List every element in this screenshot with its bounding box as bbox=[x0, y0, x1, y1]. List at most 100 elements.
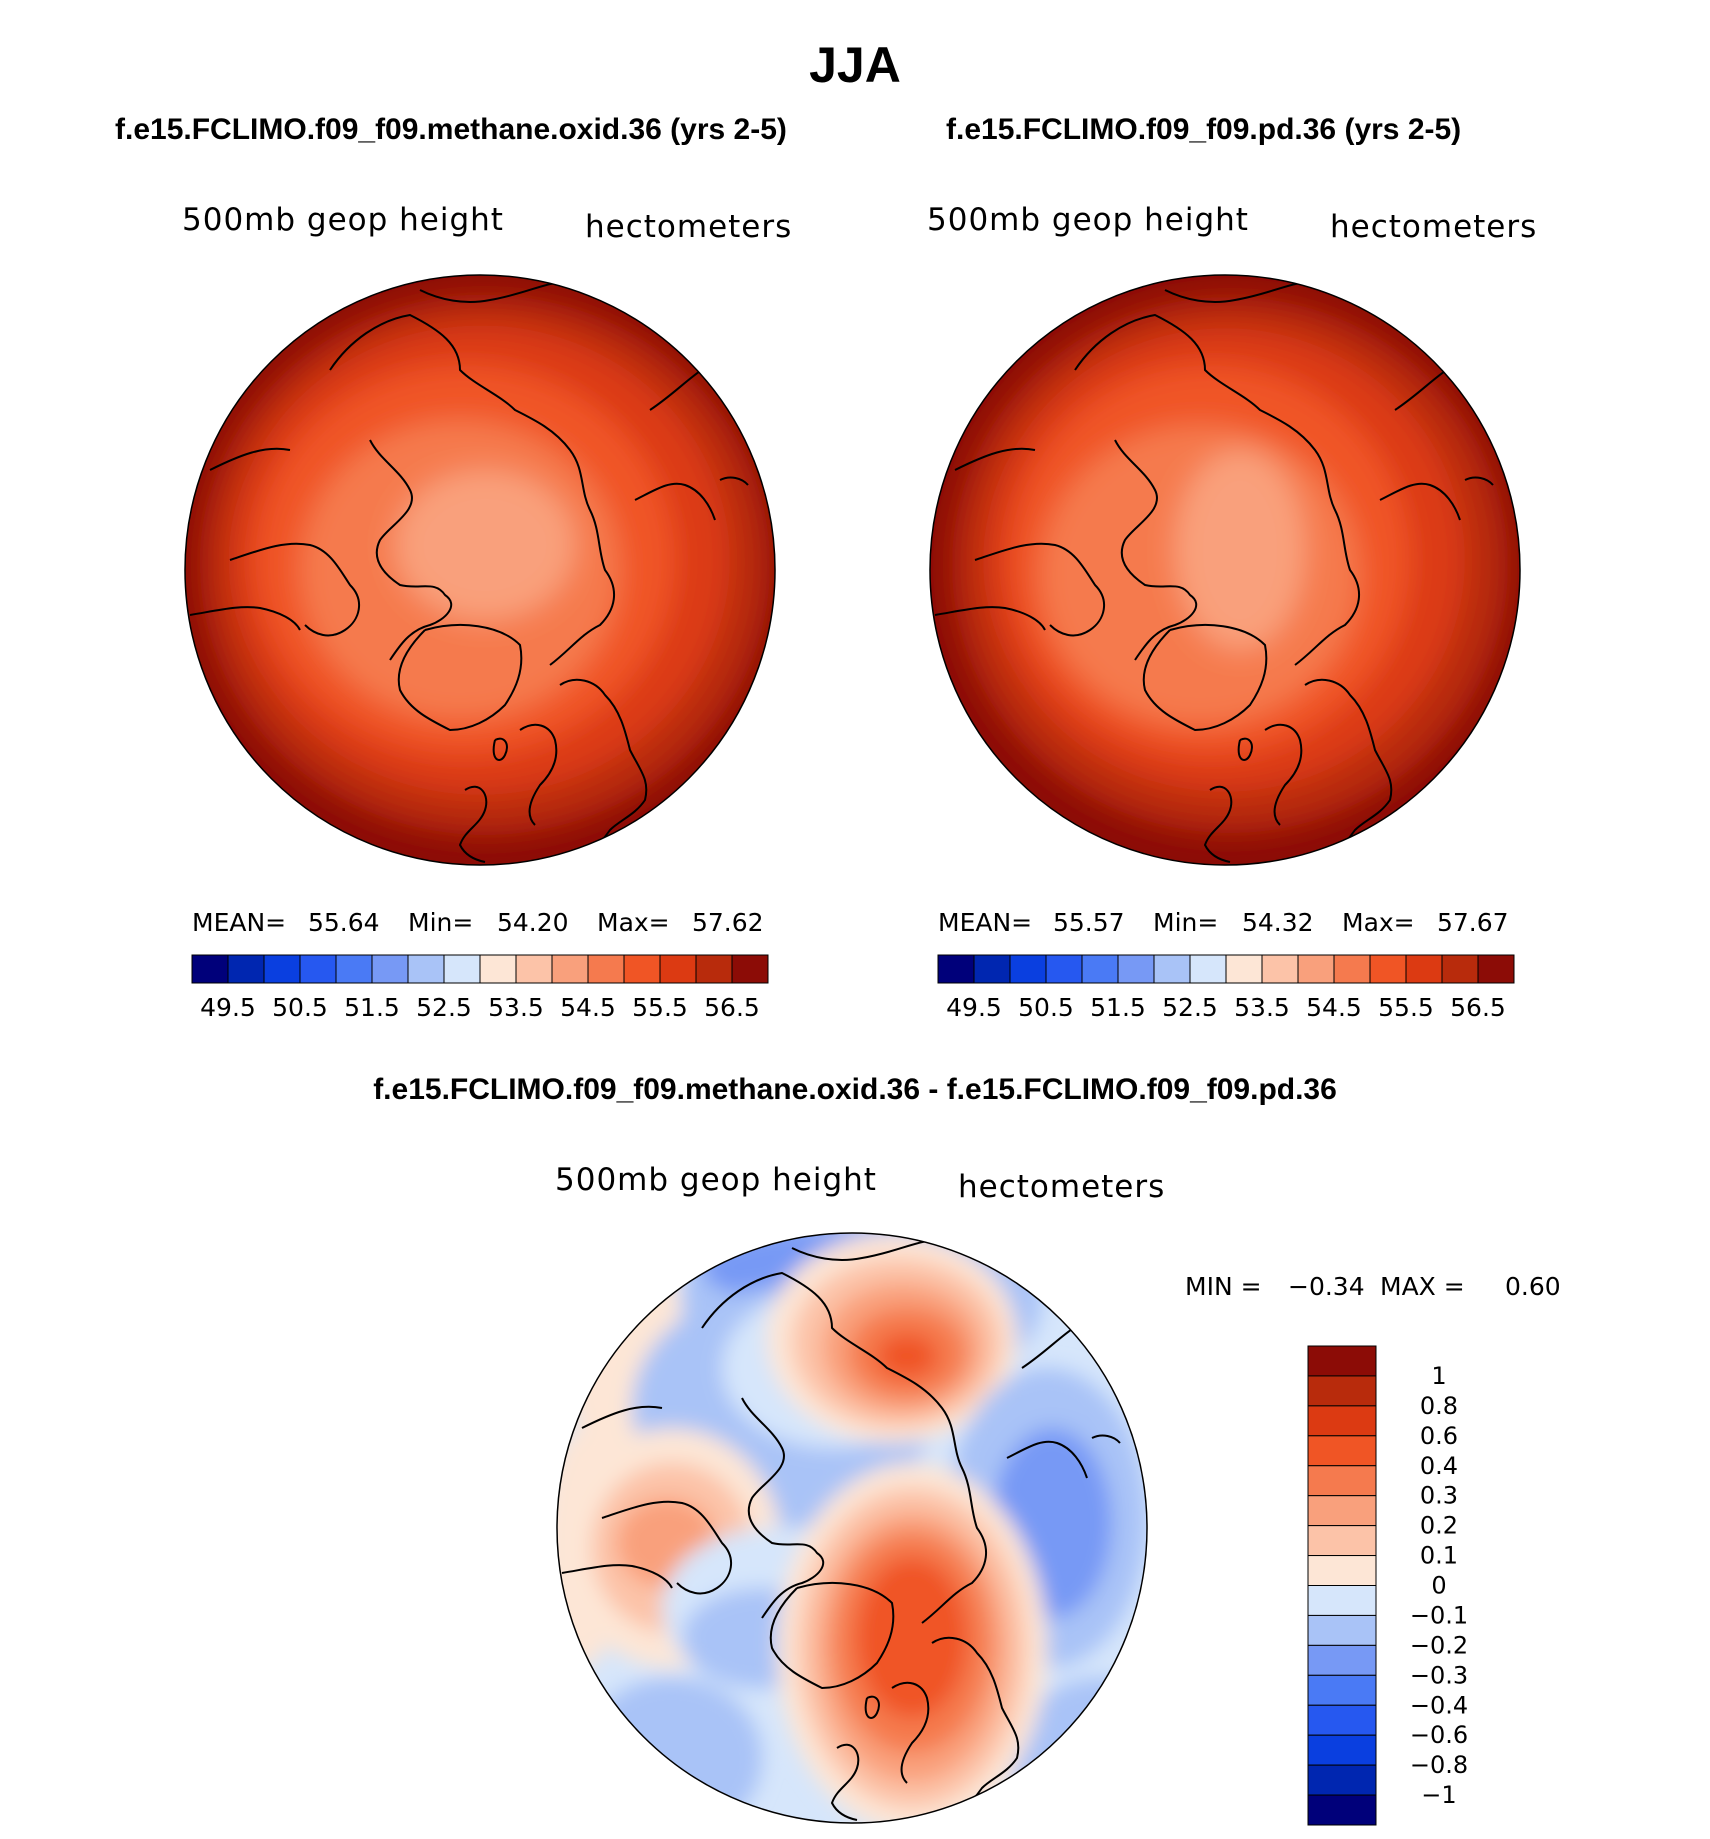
colorbar-tick-label: 0.6 bbox=[1420, 1422, 1458, 1450]
map-border bbox=[184, 274, 776, 866]
panel-difference: 500mb geop height hectometers bbox=[555, 1162, 1561, 1826]
colorbar-tick-label: −0.8 bbox=[1410, 1751, 1468, 1779]
colorbar-tick-label: 56.5 bbox=[1450, 993, 1506, 1022]
colorbar-swatch bbox=[1307, 1405, 1377, 1437]
min-value: 54.32 bbox=[1242, 908, 1314, 937]
polar-map bbox=[184, 274, 776, 866]
polar-map bbox=[929, 274, 1521, 866]
colorbar-tick-label: 0.2 bbox=[1420, 1512, 1458, 1540]
field-level bbox=[582, 1678, 762, 1823]
diff-panel-title: f.e15.FCLIMO.f09_f09.methane.oxid.36 - f… bbox=[373, 1073, 1337, 1106]
colorbar-tick-label: 49.5 bbox=[946, 993, 1002, 1022]
colorbar-swatch bbox=[299, 954, 337, 984]
max-value: 0.60 bbox=[1505, 1272, 1561, 1301]
colorbar-swatch bbox=[1307, 1585, 1377, 1616]
colorbar-tick-label: 51.5 bbox=[1090, 993, 1146, 1022]
colorbar-swatch bbox=[1333, 954, 1371, 984]
units-label: hectometers bbox=[958, 1169, 1165, 1205]
colorbar-swatch bbox=[1045, 954, 1083, 984]
colorbar-swatch bbox=[1369, 954, 1407, 984]
colorbar-tick-label: 53.5 bbox=[1234, 993, 1290, 1022]
colorbar-tick-label: 54.5 bbox=[1306, 993, 1362, 1022]
colorbar-swatch bbox=[191, 954, 229, 984]
map-border bbox=[556, 1232, 1148, 1824]
colorbar-swatch bbox=[1307, 1674, 1377, 1706]
mean-label: MEAN= bbox=[938, 908, 1032, 937]
colorbar-swatch bbox=[1307, 1495, 1377, 1527]
colorbar-swatch bbox=[1261, 954, 1299, 984]
colorbar-swatch bbox=[335, 954, 373, 984]
panel-methane-oxid: 500mb geop height hectometers MEAN= 55.6… bbox=[182, 202, 792, 1022]
colorbar-tick-label: 52.5 bbox=[416, 993, 472, 1022]
stats-line: MEAN= 55.64 Min= 54.20 Max= 57.62 bbox=[192, 908, 764, 937]
colorbar-tick-label: 0.8 bbox=[1420, 1392, 1458, 1420]
colorbar-tick-label: 55.5 bbox=[1378, 993, 1434, 1022]
min-value: 54.20 bbox=[497, 908, 569, 937]
stats-line: MEAN= 55.57 Min= 54.32 Max= 57.67 bbox=[938, 908, 1509, 937]
colorbar-tick-label: 50.5 bbox=[1018, 993, 1074, 1022]
colorbar-swatch bbox=[1307, 1555, 1377, 1586]
figure-suptitle: JJA bbox=[809, 37, 901, 93]
colorbar-swatch bbox=[1225, 954, 1263, 984]
max-value: 57.67 bbox=[1437, 908, 1509, 937]
colorbar-swatch bbox=[1477, 954, 1515, 984]
colorbar-swatch bbox=[1307, 1375, 1377, 1407]
field-level bbox=[857, 1558, 967, 1718]
colorbar-tick-label: 54.5 bbox=[560, 993, 616, 1022]
colorbar-swatch bbox=[1117, 954, 1155, 984]
field-level bbox=[877, 1334, 937, 1378]
colorbar-swatch bbox=[1297, 954, 1335, 984]
colorbar: 49.5 50.5 51.5 52.5 53.5 54.5 55.5 56.5 bbox=[937, 954, 1515, 1022]
colorbar-swatch bbox=[1307, 1614, 1377, 1646]
colorbar-tick-label: 1 bbox=[1431, 1362, 1446, 1390]
colorbar-swatch bbox=[479, 954, 517, 984]
colorbar-swatch bbox=[407, 954, 445, 984]
colorbar-swatch bbox=[263, 954, 301, 984]
colorbar-swatch bbox=[1307, 1525, 1377, 1557]
colorbar-swatch bbox=[587, 954, 625, 984]
colorbar-tick-label: 51.5 bbox=[344, 993, 400, 1022]
max-label: Max= bbox=[597, 908, 670, 937]
map-border bbox=[929, 274, 1521, 866]
min-label: Min= bbox=[1153, 908, 1218, 937]
colorbar-swatch bbox=[1153, 954, 1191, 984]
colorbar-swatch bbox=[1307, 1644, 1377, 1676]
colorbar-tick-label: −0.2 bbox=[1410, 1631, 1468, 1659]
colorbar-swatch bbox=[1307, 1764, 1377, 1796]
colorbar-swatch bbox=[1441, 954, 1479, 984]
min-label: MIN = bbox=[1185, 1272, 1262, 1301]
variable-label: 500mb geop height bbox=[555, 1162, 877, 1198]
colorbar-tick-label: −0.3 bbox=[1410, 1661, 1468, 1689]
colorbar-swatch bbox=[551, 954, 589, 984]
colorbar-swatch bbox=[371, 954, 409, 984]
colorbar-tick-label: 55.5 bbox=[632, 993, 688, 1022]
colorbar-swatch bbox=[937, 954, 975, 984]
colorbar-swatch bbox=[1009, 954, 1047, 984]
panel-pd: 500mb geop height hectometers MEAN= 55.5… bbox=[927, 202, 1537, 1022]
colorbar-swatch bbox=[731, 954, 769, 984]
colorbar-tick-label: 56.5 bbox=[704, 993, 760, 1022]
field-level bbox=[1175, 450, 1305, 650]
colorbar-swatch bbox=[443, 954, 481, 984]
colorbar-swatch bbox=[659, 954, 697, 984]
colorbar-tick-label: 52.5 bbox=[1162, 993, 1218, 1022]
units-label: hectometers bbox=[1330, 209, 1537, 245]
colorbar-swatch bbox=[623, 954, 661, 984]
colorbar-tick-label: 49.5 bbox=[200, 993, 256, 1022]
colorbar-swatch bbox=[1307, 1465, 1377, 1497]
colorbar-swatch bbox=[1081, 954, 1119, 984]
colorbar-swatch bbox=[1405, 954, 1443, 984]
colorbar-swatch bbox=[1307, 1734, 1377, 1766]
colorbar-swatch bbox=[1307, 1435, 1377, 1467]
colorbar-swatch bbox=[695, 954, 733, 984]
right-panel-title: f.e15.FCLIMO.f09_f09.pd.36 (yrs 2-5) bbox=[946, 113, 1461, 146]
colorbar-tick-label: −0.6 bbox=[1410, 1721, 1468, 1749]
left-panel-title: f.e15.FCLIMO.f09_f09.methane.oxid.36 (yr… bbox=[115, 113, 787, 146]
units-label: hectometers bbox=[585, 209, 792, 245]
colorbar-tick-label: 50.5 bbox=[272, 993, 328, 1022]
colorbar-tick-label: −0.4 bbox=[1410, 1691, 1468, 1719]
colorbar-swatch bbox=[1307, 1704, 1377, 1736]
stats-line: MIN = −0.34 MAX = 0.60 bbox=[1185, 1272, 1561, 1301]
mean-label: MEAN= bbox=[192, 908, 286, 937]
